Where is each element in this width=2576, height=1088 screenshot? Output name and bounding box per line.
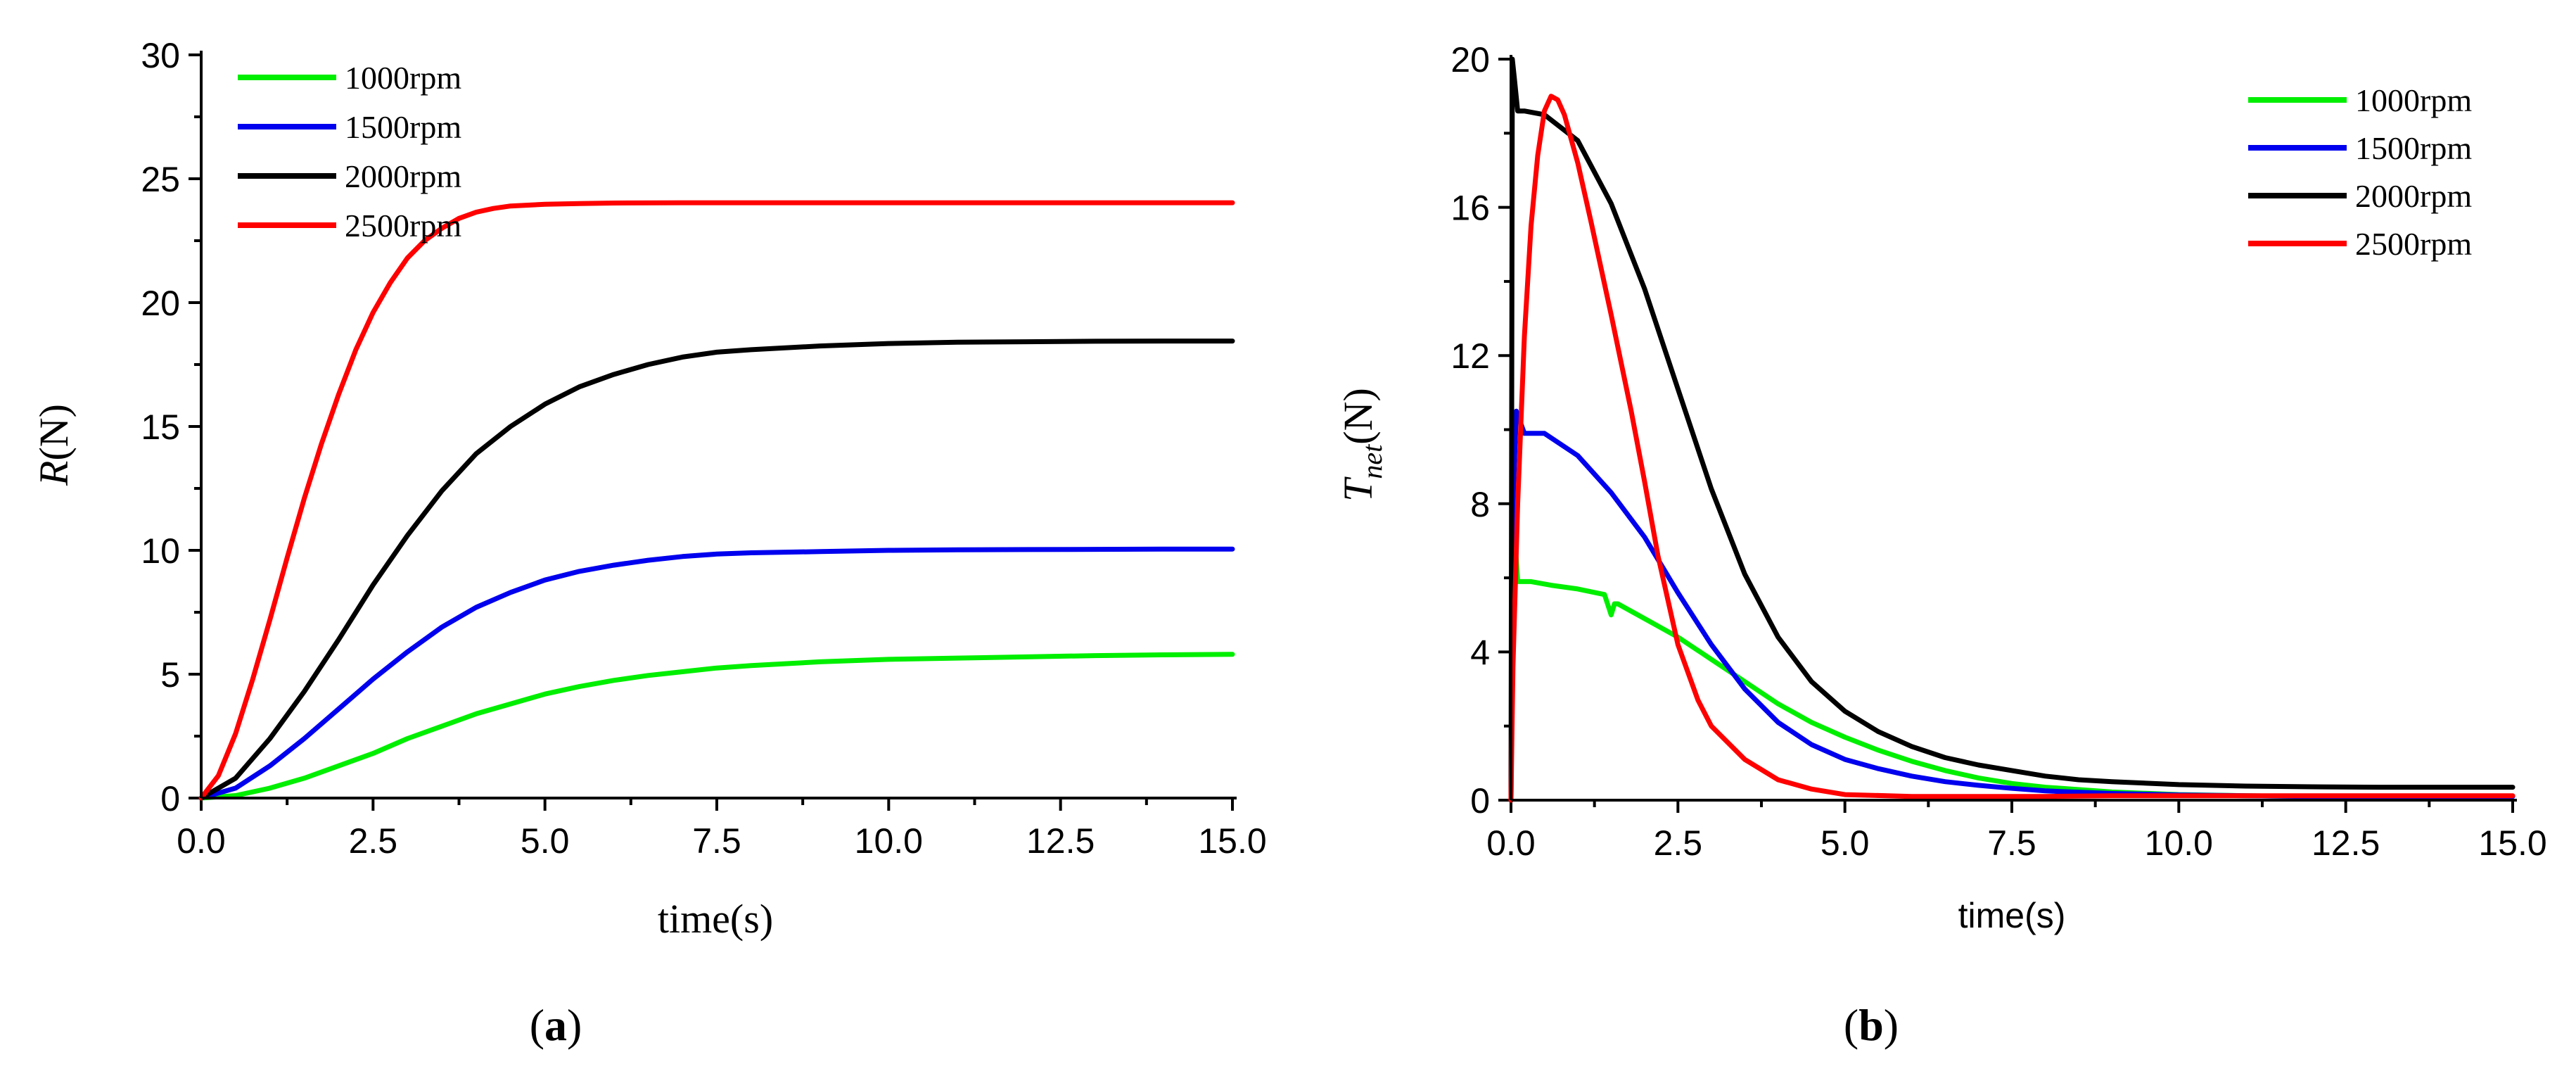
panel-b-series: [1508, 56, 2516, 803]
panel-b-x-tick-label: 2.5: [1654, 823, 1703, 863]
panel-b-series-line-2000rpm: [1508, 56, 2516, 803]
panel-a-x-tick-label: 2.5: [349, 821, 398, 861]
panel-b-y-tick-label: 0: [1470, 781, 1490, 821]
panel-a-ticks: 0.0 2.5 5.0 7.5 10.0 12.5 15.0 0 5 10 15 20 25 30: [141, 36, 1266, 861]
panel-a-x-tick-label: 10.0: [855, 821, 923, 861]
panel-b-x-tick-label: 0.0: [1486, 823, 1536, 863]
panel-b-legend-label-1500rpm: 1500rpm: [2355, 130, 2472, 166]
panel-a-legend-label-1500rpm: 1500rpm: [345, 109, 461, 145]
panel-a-series: [198, 200, 1235, 801]
panel-b-x-tick-label: 5.0: [1821, 823, 1870, 863]
panel-a-y-axis-title: R(N): [31, 404, 77, 486]
panel-a-y-tick-label: 25: [141, 160, 180, 199]
panel-a-y-tick-label: 20: [141, 284, 180, 323]
panel-a-series-line-2500rpm: [198, 200, 1235, 801]
panel-b-chart: 0.0 2.5 5.0 7.5 10.0 12.5 15.0 0 4 8 12 16 20 1000rp…: [1335, 40, 2547, 1050]
panel-b-y-tick-label: 16: [1450, 189, 1490, 228]
panel-a-series-line-1000rpm: [198, 652, 1235, 801]
panel-a-y-tick-label: 30: [141, 36, 180, 75]
panel-a-x-tick-label: 5.0: [521, 821, 570, 861]
panel-b-y-axis-title: Tnet(N): [1335, 388, 1388, 502]
panel-b-ticks: 0.0 2.5 5.0 7.5 10.0 12.5 15.0 0 4 8 12 16 20: [1450, 40, 2546, 863]
panel-a-legend-label-2000rpm: 2000rpm: [345, 158, 461, 194]
panel-b-legend: 1000rpm 1500rpm 2000rpm 2500rpm: [2248, 82, 2472, 262]
panel-b-x-tick-label: 10.0: [2145, 823, 2213, 863]
panel-b-x-tick-label: 15.0: [2478, 823, 2546, 863]
panel-a-legend: 1000rpm 1500rpm 2000rpm 2500rpm: [238, 60, 461, 243]
panel-a-y-tick-label: 15: [141, 407, 180, 447]
panel-b-legend-label-2500rpm: 2500rpm: [2355, 226, 2472, 262]
panel-a-y-axis-unit: (N): [31, 404, 77, 461]
panel-b-series-line-1000rpm: [1508, 501, 2516, 803]
panel-a-chart: 0.0 2.5 5.0 7.5 10.0 12.5 15.0 0 5 10 15 20 25 30 100…: [31, 36, 1267, 1050]
panel-b-caption: (b): [1844, 1000, 1899, 1050]
panel-a-caption-letter: a: [544, 1000, 567, 1050]
panel-a-y-tick-label: 10: [141, 531, 180, 571]
panel-a-series-line-2000rpm: [198, 339, 1235, 801]
panel-a-x-tick-label: 12.5: [1026, 821, 1095, 861]
panel-a-y-tick-label: 5: [160, 655, 180, 695]
panel-b-legend-label-2000rpm: 2000rpm: [2355, 178, 2472, 214]
panel-a-legend-label-1000rpm: 1000rpm: [345, 60, 461, 96]
panel-a-x-tick-label: 0.0: [177, 821, 226, 861]
panel-a-legend-label-2500rpm: 2500rpm: [345, 208, 461, 243]
panel-b-legend-label-1000rpm: 1000rpm: [2355, 82, 2472, 118]
panel-b-y-tick-label: 20: [1450, 40, 1490, 80]
panel-a-y-axis-symbol: R: [31, 461, 77, 486]
panel-b-y-tick-label: 4: [1470, 633, 1490, 672]
panel-b-y-tick-label: 12: [1450, 336, 1490, 376]
panel-b-y-tick-label: 8: [1470, 485, 1490, 524]
panel-a-x-tick-label: 7.5: [692, 821, 741, 861]
panel-b-x-tick-label: 7.5: [1987, 823, 2036, 863]
panel-a-caption: (a): [530, 1000, 582, 1050]
panel-a-x-tick-label: 15.0: [1198, 821, 1266, 861]
panel-b-y-axis-subscript: net: [1356, 444, 1388, 479]
panel-b-axes: [1510, 55, 2517, 802]
panel-b-y-axis-unit: (N): [1335, 388, 1381, 445]
panel-b-x-tick-label: 12.5: [2312, 823, 2380, 863]
panel-b-y-axis-symbol: T: [1335, 476, 1381, 502]
panel-a-axes: [200, 51, 1237, 799]
panel-b-x-axis-title: time(s): [1958, 896, 2066, 935]
panel-a-x-axis-title: time(s): [658, 896, 773, 942]
panel-b-series-line-1500rpm: [1508, 408, 2516, 803]
panel-b-series-line-2500rpm: [1508, 94, 2516, 803]
panel-b-caption-letter: b: [1858, 1000, 1884, 1050]
panel-a-series-line-1500rpm: [198, 546, 1235, 801]
panel-a-y-tick-label: 0: [160, 779, 180, 818]
